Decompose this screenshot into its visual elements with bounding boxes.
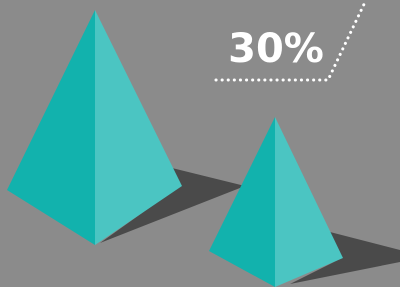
page: 30% (() => { const data = JSON.parse(doc… (0, 0, 400, 287)
illustration: 30% (0, 0, 400, 287)
percentage-label: 30% (228, 26, 324, 72)
